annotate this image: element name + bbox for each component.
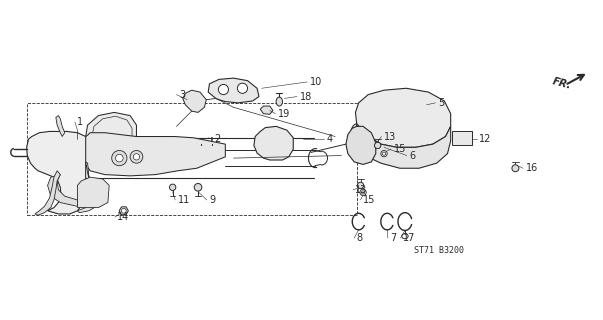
Text: 10: 10	[310, 77, 322, 87]
Circle shape	[374, 142, 381, 148]
Circle shape	[360, 189, 366, 196]
Circle shape	[194, 183, 202, 191]
Circle shape	[382, 152, 385, 155]
Text: 13: 13	[384, 132, 396, 141]
Text: 8: 8	[357, 233, 363, 243]
Polygon shape	[355, 88, 450, 147]
Polygon shape	[77, 162, 98, 213]
Text: 9: 9	[209, 195, 216, 205]
Text: 16: 16	[526, 163, 538, 173]
Circle shape	[112, 150, 127, 166]
Text: 7: 7	[390, 233, 397, 243]
Polygon shape	[346, 126, 376, 164]
Text: FR.: FR.	[551, 76, 572, 91]
Text: 2: 2	[215, 134, 221, 144]
Circle shape	[121, 208, 126, 213]
Polygon shape	[48, 175, 77, 206]
Text: 18: 18	[300, 92, 312, 101]
Polygon shape	[56, 116, 65, 137]
Text: 6: 6	[409, 150, 415, 161]
Circle shape	[238, 83, 248, 93]
Circle shape	[133, 154, 140, 160]
Bar	[452, 132, 472, 145]
Text: ST71 B3200: ST71 B3200	[414, 246, 464, 255]
Text: 4: 4	[327, 134, 333, 144]
Text: 11: 11	[178, 195, 190, 205]
Polygon shape	[254, 126, 293, 160]
Text: 19: 19	[278, 109, 290, 119]
Polygon shape	[183, 90, 206, 112]
Text: 12: 12	[479, 134, 491, 144]
Circle shape	[130, 150, 143, 163]
Circle shape	[116, 154, 123, 162]
Text: 13: 13	[355, 185, 368, 195]
Polygon shape	[208, 78, 259, 103]
Circle shape	[361, 191, 365, 194]
Circle shape	[169, 184, 176, 190]
Circle shape	[218, 84, 229, 95]
Circle shape	[381, 150, 387, 157]
Polygon shape	[86, 112, 136, 143]
Text: 15: 15	[363, 195, 376, 205]
Text: 17: 17	[403, 233, 415, 243]
Polygon shape	[355, 124, 450, 168]
Polygon shape	[86, 133, 226, 176]
Text: 1: 1	[77, 117, 84, 127]
Text: 5: 5	[438, 98, 444, 108]
Text: 3: 3	[179, 90, 185, 100]
Polygon shape	[27, 132, 90, 214]
Text: 14: 14	[118, 212, 130, 222]
Ellipse shape	[276, 97, 282, 106]
Polygon shape	[35, 171, 60, 215]
Polygon shape	[77, 177, 109, 208]
Circle shape	[512, 165, 519, 172]
Bar	[27, 103, 357, 215]
Circle shape	[358, 182, 364, 188]
Polygon shape	[260, 106, 273, 114]
Text: 15: 15	[394, 144, 406, 154]
